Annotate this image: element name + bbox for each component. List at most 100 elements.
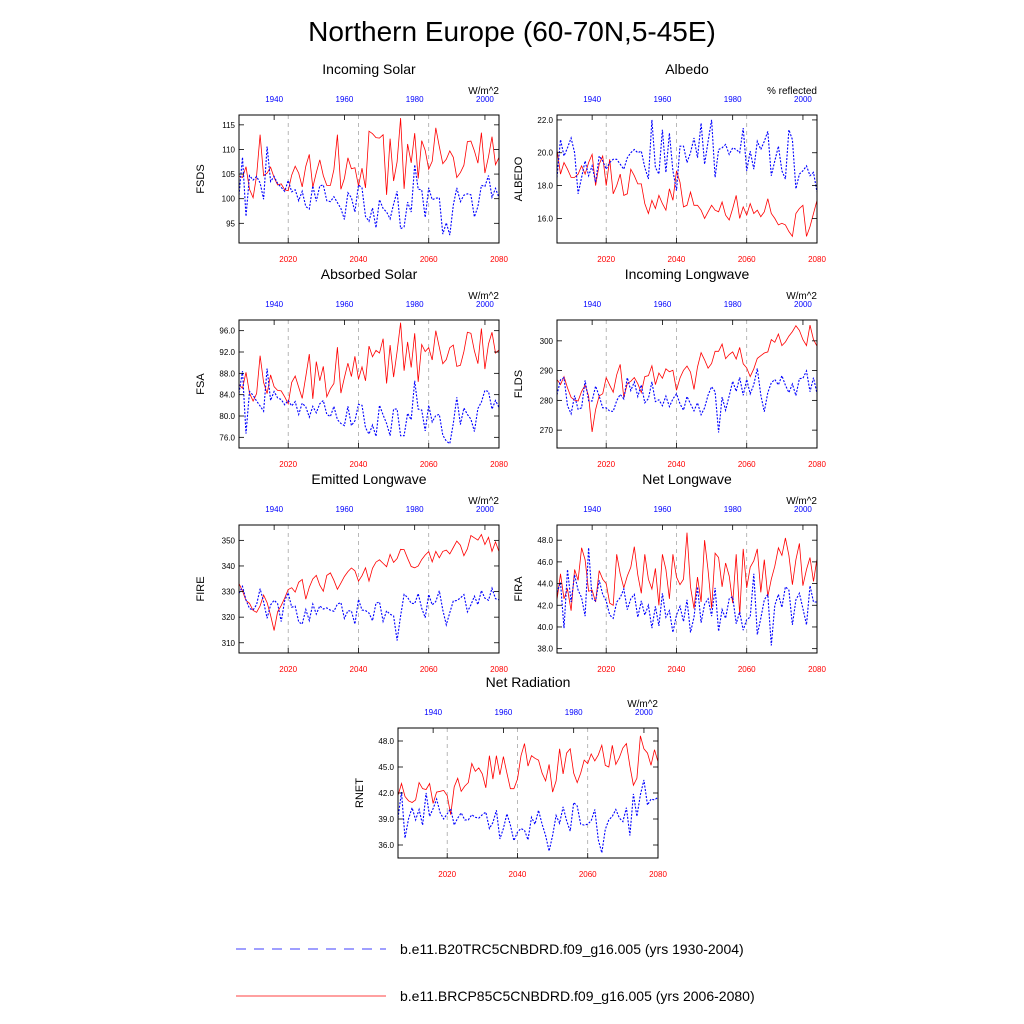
- ytick-label: 46.0: [537, 558, 553, 567]
- ytick-label: 18.0: [537, 182, 553, 191]
- series-20thc-line-net-radiation: [397, 779, 659, 853]
- xtick-label-bottom: 2020: [279, 665, 297, 674]
- ytick-label: 96.0: [219, 327, 235, 336]
- plot-frame-incoming-longwave: [556, 319, 818, 449]
- series-20thc-line-incoming-longwave: [556, 368, 818, 433]
- panel-incoming-solar: 95 100 105 110 115 2020 2040 2060 2080 1940 1960 19…: [195, 61, 508, 264]
- xtick-label-bottom: 2060: [579, 870, 597, 879]
- xtick-label-bottom: 2080: [808, 460, 826, 469]
- ytick-label: 38.0: [537, 645, 553, 654]
- xtick-label-top: 1940: [583, 505, 601, 514]
- series-20thc-line-net-longwave: [556, 547, 817, 646]
- xtick-label-top: 2000: [794, 300, 812, 309]
- series-rcp85-line-incoming-longwave: [556, 324, 818, 432]
- ytick-label: 42.0: [378, 789, 394, 798]
- ytick-label: 270: [540, 426, 554, 435]
- panel-title-net-radiation: Net Radiation: [486, 674, 571, 690]
- xtick-label-bottom: 2060: [420, 665, 438, 674]
- xtick-label-bottom: 2080: [490, 460, 508, 469]
- units-label-incoming-solar: W/m^2: [468, 86, 499, 97]
- ytick-label: 39.0: [378, 815, 394, 824]
- units-label-albedo: % reflected: [767, 86, 817, 97]
- panel-title-albedo: Albedo: [665, 61, 709, 77]
- ylabel-albedo: ALBEDO: [513, 156, 525, 201]
- xtick-label-top: 2000: [794, 505, 812, 514]
- ytick-label: 310: [222, 639, 236, 648]
- figure-title: Northern Europe (60-70N,5-45E): [308, 16, 716, 47]
- series-rcp85-line-net-radiation: [397, 735, 659, 815]
- units-label-emitted-longwave: W/m^2: [468, 496, 499, 507]
- plot-frame-emitted-longwave: [238, 524, 500, 654]
- xtick-label-top: 1960: [654, 505, 672, 514]
- ytick-label: 105: [222, 170, 236, 179]
- xtick-label-top: 1980: [406, 505, 424, 514]
- xtick-label-bottom: 2060: [738, 255, 756, 264]
- xtick-label-bottom: 2080: [808, 665, 826, 674]
- ylabel-net-longwave: FIRA: [513, 576, 525, 602]
- ytick-label: 42.0: [537, 601, 553, 610]
- ytick-label: 16.0: [537, 214, 553, 223]
- panel-emitted-longwave: 310 320 330 340 350 2020 2040 2060 2080 1940 1960 1…: [195, 471, 508, 674]
- series-20thc-line-absorbed-solar: [238, 368, 500, 445]
- series-rcp85-line-emitted-longwave: [238, 533, 500, 631]
- xtick-label-bottom: 2040: [668, 460, 686, 469]
- panel-title-net-longwave: Net Longwave: [642, 471, 732, 487]
- series-rcp85-line-incoming-solar: [238, 117, 500, 200]
- xtick-label-bottom: 2040: [668, 665, 686, 674]
- xtick-label-bottom: 2020: [597, 255, 615, 264]
- legend-historical-label: b.e11.B20TRC5CNBDRD.f09_g16.005 (yrs 193…: [400, 941, 744, 957]
- panels: 95 100 105 110 115 2020 2040 2060 2080 1940 1960 19…: [195, 61, 826, 879]
- xtick-label-bottom: 2040: [350, 255, 368, 264]
- panel-net-radiation: 36.0 39.0 42.0 45.0 48.0 2020 2040 2060 2080 1940…: [354, 674, 667, 879]
- xtick-label-top: 1940: [265, 300, 283, 309]
- ytick-label: 92.0: [219, 348, 235, 357]
- xtick-label-bottom: 2060: [738, 460, 756, 469]
- xtick-label-top: 1960: [336, 300, 354, 309]
- ytick-label: 290: [540, 367, 554, 376]
- xtick-label-top: 1960: [495, 708, 513, 717]
- ytick-label: 340: [222, 562, 236, 571]
- panel-absorbed-solar: 76.0 80.0 84.0 88.0 92.0 96.0 2020 2040 2060 2080…: [195, 266, 508, 469]
- series-20thc-line-incoming-solar: [238, 146, 500, 236]
- ylabel-emitted-longwave: FIRE: [195, 576, 207, 601]
- xtick-label-top: 1960: [654, 95, 672, 104]
- ytick-label: 20.0: [537, 149, 553, 158]
- xtick-label-top: 1940: [583, 300, 601, 309]
- xtick-label-top: 2000: [476, 505, 494, 514]
- series-rcp85-line-absorbed-solar: [238, 322, 500, 405]
- xtick-label-top: 1980: [724, 95, 742, 104]
- units-label-absorbed-solar: W/m^2: [468, 291, 499, 302]
- panel-title-incoming-solar: Incoming Solar: [322, 61, 416, 77]
- plot-frame-incoming-solar: [238, 114, 500, 244]
- units-label-net-longwave: W/m^2: [786, 496, 817, 507]
- ytick-label: 84.0: [219, 391, 235, 400]
- ytick-label: 280: [540, 396, 554, 405]
- xtick-label-top: 1980: [406, 300, 424, 309]
- xtick-label-top: 2000: [635, 708, 653, 717]
- xtick-label-top: 1960: [336, 95, 354, 104]
- ytick-label: 40.0: [537, 623, 553, 632]
- panel-incoming-longwave: 270 280 290 300 2020 2040 2060 2080 1940 1960 1980…: [513, 266, 826, 469]
- xtick-label-top: 1940: [583, 95, 601, 104]
- xtick-label-top: 2000: [476, 300, 494, 309]
- xtick-label-bottom: 2060: [420, 255, 438, 264]
- series-rcp85-line-albedo: [556, 149, 818, 238]
- xtick-label-bottom: 2020: [279, 255, 297, 264]
- ylabel-net-radiation: RNET: [354, 778, 366, 808]
- units-label-net-radiation: W/m^2: [627, 699, 658, 710]
- ytick-label: 115: [222, 121, 235, 130]
- series-rcp85-line-net-longwave: [556, 532, 818, 616]
- xtick-label-bottom: 2080: [649, 870, 667, 879]
- xtick-label-top: 1980: [724, 300, 742, 309]
- ytick-label: 300: [540, 337, 554, 346]
- xtick-label-top: 2000: [794, 95, 812, 104]
- ytick-label: 48.0: [537, 536, 553, 545]
- xtick-label-bottom: 2080: [490, 255, 508, 264]
- xtick-label-bottom: 2060: [420, 460, 438, 469]
- xtick-label-bottom: 2080: [808, 255, 826, 264]
- ytick-label: 88.0: [219, 369, 235, 378]
- series-20thc-line-emitted-longwave: [238, 584, 500, 641]
- ytick-label: 45.0: [378, 763, 394, 772]
- panel-title-absorbed-solar: Absorbed Solar: [321, 266, 418, 282]
